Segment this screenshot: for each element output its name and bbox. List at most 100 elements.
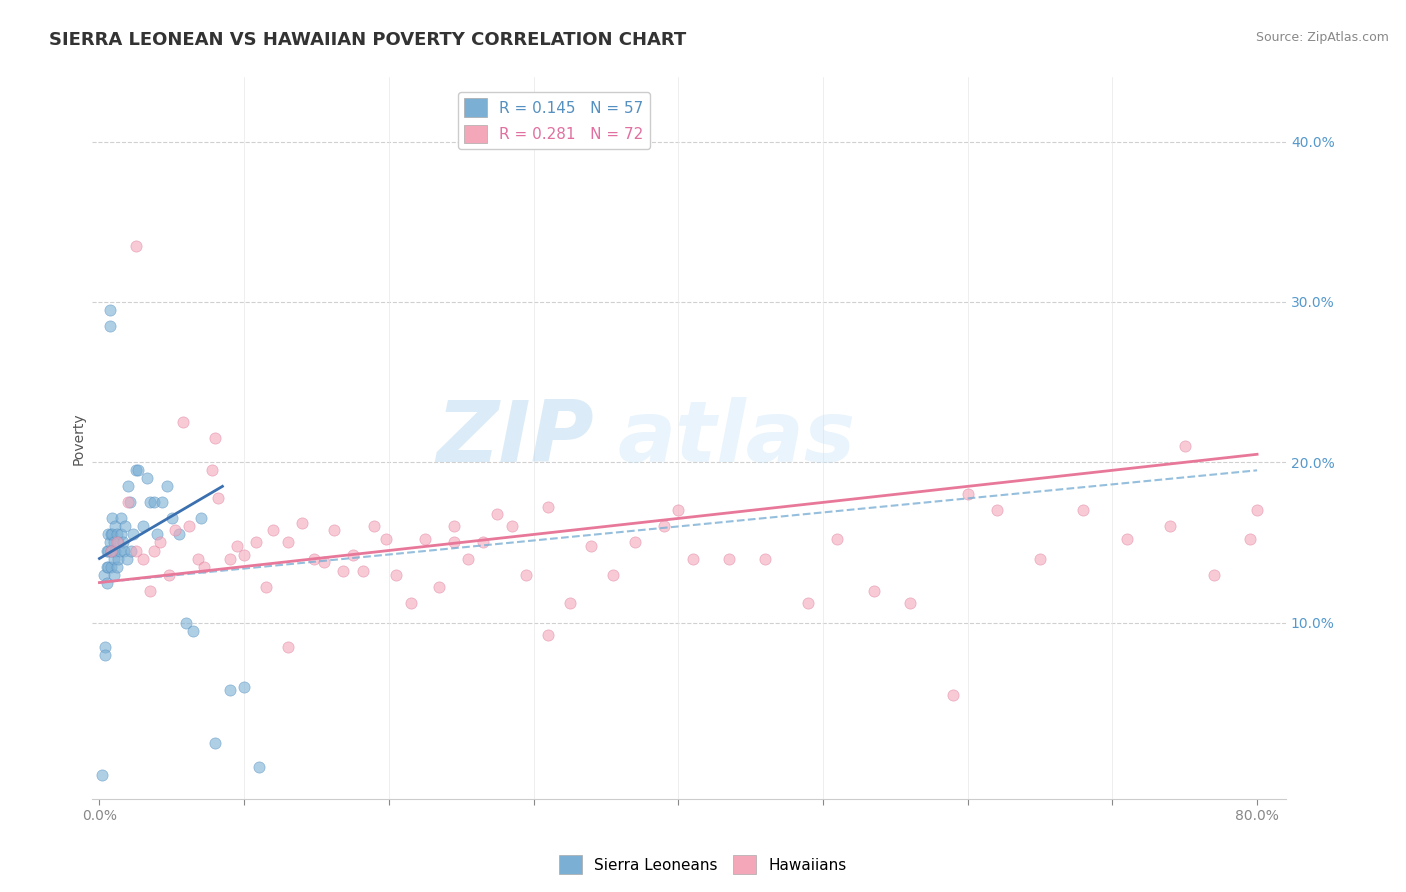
Point [986, 503, 1008, 517]
Point [132, 551, 155, 566]
Point [139, 583, 162, 598]
Point [101, 511, 124, 525]
Point [1029, 551, 1052, 566]
Point [342, 549, 364, 563]
Text: SIERRA LEONEAN VS HAWAIIAN POVERTY CORRELATION CHART: SIERRA LEONEAN VS HAWAIIAN POVERTY CORRE… [49, 31, 686, 49]
Point [143, 543, 166, 558]
Point [262, 523, 284, 537]
Point [1073, 503, 1095, 517]
Point [218, 683, 240, 698]
Point [103, 567, 125, 582]
Point [98, 535, 121, 549]
Point [183, 624, 205, 638]
Point [501, 519, 523, 533]
Point [581, 539, 603, 553]
Point [942, 688, 965, 702]
Legend: Sierra Leoneans, Hawaiians: Sierra Leoneans, Hawaiians [553, 849, 853, 880]
Point [666, 503, 689, 517]
Point [385, 567, 408, 582]
Text: Source: ZipAtlas.com: Source: ZipAtlas.com [1256, 31, 1389, 45]
Point [537, 500, 560, 515]
Point [827, 533, 849, 547]
Point [103, 535, 125, 549]
Point [302, 551, 325, 566]
Point [190, 511, 212, 525]
Text: ZIP: ZIP [436, 397, 593, 480]
Point [107, 551, 129, 566]
Point [100, 543, 122, 558]
Point [486, 507, 509, 521]
Point [291, 516, 314, 531]
Point [110, 527, 132, 541]
Point [174, 615, 197, 630]
Point [1239, 533, 1261, 547]
Point [204, 736, 226, 750]
Point [352, 565, 374, 579]
Point [150, 495, 173, 509]
Point [103, 551, 125, 566]
Point [322, 523, 344, 537]
Point [127, 463, 149, 477]
Point [862, 583, 884, 598]
Point [193, 559, 215, 574]
Point [96, 559, 118, 574]
Point [117, 479, 139, 493]
Point [111, 535, 134, 549]
Point [187, 551, 209, 566]
Text: atlas: atlas [617, 397, 856, 480]
Point [124, 239, 146, 253]
Point [124, 463, 146, 477]
Y-axis label: Poverty: Poverty [72, 412, 86, 465]
Point [1159, 519, 1181, 533]
Point [204, 431, 226, 445]
Point [104, 519, 127, 533]
Point [146, 527, 169, 541]
Point [332, 565, 354, 579]
Point [443, 519, 465, 533]
Point [112, 543, 135, 558]
Point [98, 302, 121, 317]
Point [179, 519, 201, 533]
Point [101, 543, 124, 558]
Point [94, 648, 117, 662]
Point [97, 543, 120, 558]
Point [797, 596, 820, 610]
Point [101, 527, 124, 541]
Point [132, 519, 155, 533]
Point [136, 471, 159, 485]
Point [717, 551, 740, 566]
Point [515, 567, 537, 582]
Point [443, 535, 465, 549]
Point [682, 551, 704, 566]
Point [754, 551, 776, 566]
Point [98, 318, 121, 333]
Point [91, 768, 114, 782]
Point [163, 523, 186, 537]
Point [218, 551, 240, 566]
Point [157, 567, 180, 582]
Point [247, 760, 270, 774]
Point [121, 527, 143, 541]
Point [413, 533, 436, 547]
Point [233, 680, 256, 694]
Point [537, 628, 560, 642]
Point [457, 551, 479, 566]
Point [233, 549, 256, 563]
Point [172, 415, 194, 429]
Point [207, 491, 229, 505]
Point [117, 495, 139, 509]
Point [96, 543, 118, 558]
Point [105, 527, 128, 541]
Point [312, 555, 335, 569]
Point [124, 543, 146, 558]
Point [363, 519, 385, 533]
Point [108, 543, 131, 558]
Point [399, 596, 422, 610]
Point [156, 479, 179, 493]
Point [956, 487, 979, 501]
Point [139, 495, 162, 509]
Point [114, 519, 136, 533]
Point [100, 559, 122, 574]
Point [104, 543, 127, 558]
Point [1202, 567, 1225, 582]
